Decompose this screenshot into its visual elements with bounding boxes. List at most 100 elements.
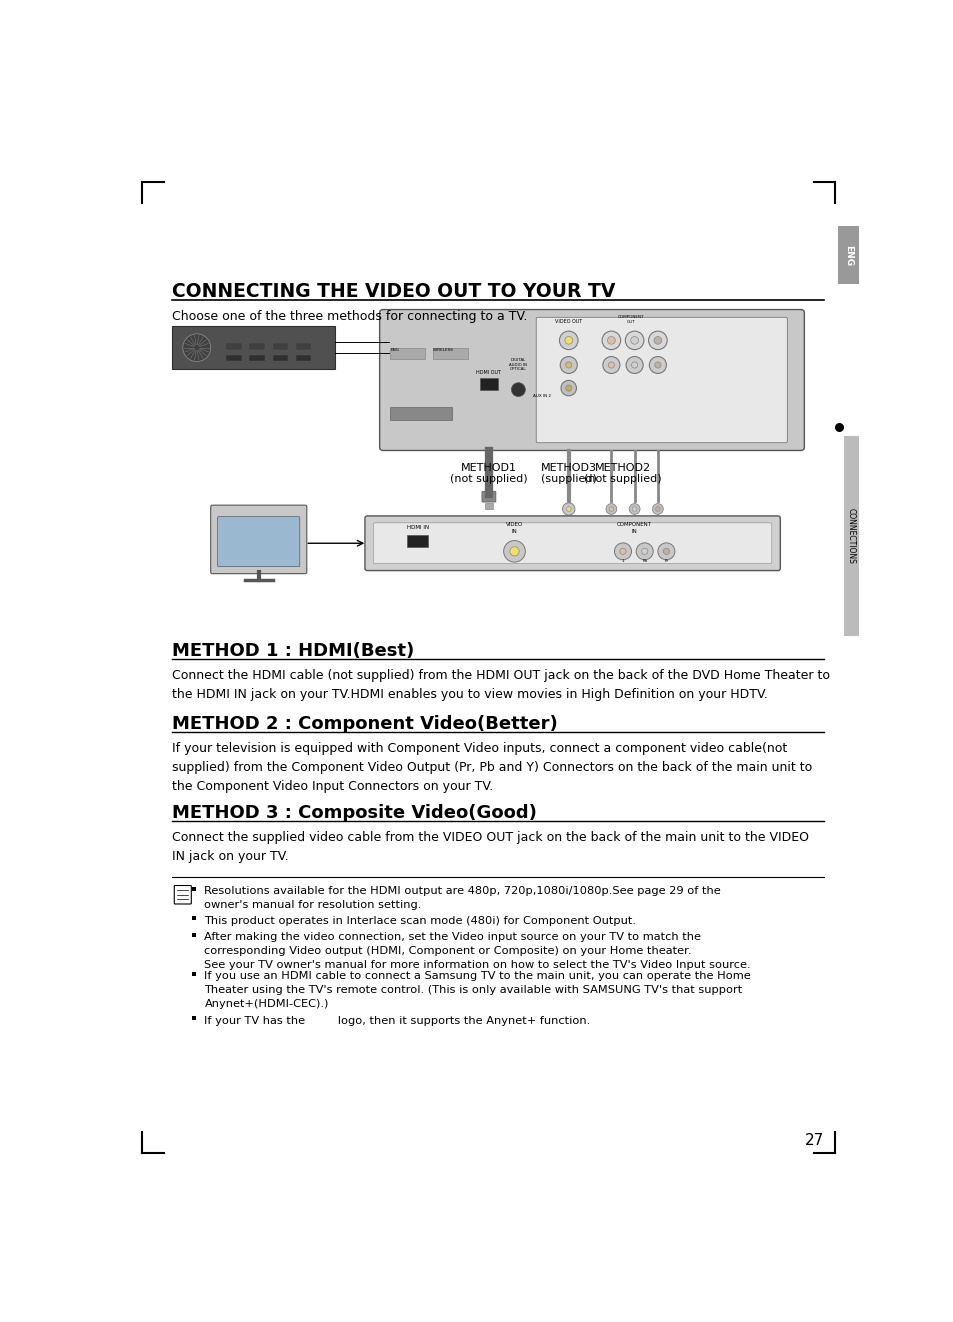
Text: AUX IN 2: AUX IN 2 (532, 394, 550, 398)
Text: METHOD3
(supplied): METHOD3 (supplied) (540, 463, 597, 484)
FancyBboxPatch shape (365, 516, 780, 571)
FancyBboxPatch shape (536, 317, 786, 443)
Text: VIDEO: VIDEO (505, 522, 522, 527)
Text: 27: 27 (804, 1133, 823, 1147)
Text: METHOD 3 : Composite Video(Good): METHOD 3 : Composite Video(Good) (172, 804, 537, 822)
Circle shape (655, 506, 659, 512)
Circle shape (649, 357, 666, 374)
Text: VIDEO OUT: VIDEO OUT (555, 319, 581, 324)
Bar (295, 356, 311, 361)
FancyBboxPatch shape (174, 886, 192, 904)
Text: If you use an HDMI cable to connect a Samsung TV to the main unit, you can opera: If you use an HDMI cable to connect a Sa… (204, 970, 750, 1009)
Text: Resolutions available for the HDMI output are 480p, 720p,1080i/1080p.See page 29: Resolutions available for the HDMI outpu… (204, 886, 720, 911)
Text: If your television is equipped with Component Video inputs, connect a component : If your television is equipped with Comp… (172, 742, 811, 793)
Circle shape (509, 547, 518, 557)
Text: Pb: Pb (641, 559, 646, 563)
Bar (226, 356, 241, 361)
Text: ENG: ENG (390, 348, 399, 352)
FancyBboxPatch shape (481, 492, 496, 502)
Text: Choose one of the three methods for connecting to a TV.: Choose one of the three methods for conn… (172, 311, 527, 324)
Text: IN: IN (511, 529, 517, 534)
FancyBboxPatch shape (479, 378, 497, 390)
Circle shape (560, 381, 576, 395)
Text: After making the video connection, set the Video input source on your TV to matc: After making the video connection, set t… (204, 932, 750, 970)
Text: WIRELESS: WIRELESS (433, 348, 454, 352)
Circle shape (619, 549, 625, 554)
FancyBboxPatch shape (484, 502, 493, 509)
Circle shape (602, 357, 619, 374)
Bar (838, 226, 858, 284)
Bar (192, 887, 195, 891)
FancyBboxPatch shape (379, 309, 803, 451)
FancyBboxPatch shape (373, 522, 771, 563)
Bar (433, 348, 468, 358)
Text: HDMI OUT: HDMI OUT (476, 370, 501, 375)
Circle shape (648, 330, 666, 349)
Circle shape (562, 502, 575, 516)
Text: If your TV has the         logo, then it supports the Anynet+ function.: If your TV has the logo, then it support… (204, 1015, 590, 1026)
Circle shape (662, 549, 669, 554)
Text: DIGITAL
AUDIO IN
OPTICAL: DIGITAL AUDIO IN OPTICAL (509, 358, 527, 371)
Circle shape (608, 362, 614, 368)
Bar (390, 407, 452, 420)
Circle shape (503, 541, 525, 562)
Bar (843, 436, 858, 636)
Bar (226, 344, 241, 349)
Circle shape (565, 385, 571, 391)
Bar (390, 348, 425, 358)
Text: COMPONENT: COMPONENT (617, 522, 652, 527)
Text: METHOD 1 : HDMI(Best): METHOD 1 : HDMI(Best) (172, 642, 414, 660)
Text: ENG: ENG (843, 245, 852, 266)
Circle shape (183, 334, 211, 361)
Circle shape (632, 506, 637, 512)
Text: COMPONENT
OUT: COMPONENT OUT (617, 315, 643, 324)
Circle shape (629, 504, 639, 514)
Text: Connect the HDMI cable (not supplied) from the HDMI OUT jack on the back of the : Connect the HDMI cable (not supplied) fr… (172, 669, 829, 701)
Bar (273, 344, 288, 349)
Text: 1: 1 (621, 559, 623, 563)
Circle shape (614, 543, 631, 559)
Circle shape (558, 330, 578, 349)
Circle shape (608, 506, 613, 512)
Circle shape (658, 543, 674, 559)
Circle shape (654, 337, 661, 344)
Text: This product operates in Interlace scan mode (480i) for Component Output.: This product operates in Interlace scan … (204, 916, 636, 925)
Circle shape (630, 337, 638, 344)
Circle shape (565, 362, 571, 368)
Circle shape (607, 337, 615, 344)
Bar (249, 356, 265, 361)
Point (831, 416, 846, 438)
Circle shape (511, 382, 525, 397)
Text: CONNECTIONS: CONNECTIONS (846, 508, 855, 564)
Circle shape (652, 504, 662, 514)
Circle shape (564, 337, 572, 344)
Text: CONNECTING THE VIDEO OUT TO YOUR TV: CONNECTING THE VIDEO OUT TO YOUR TV (172, 282, 615, 301)
Circle shape (559, 357, 577, 374)
Circle shape (566, 506, 571, 512)
Circle shape (605, 504, 617, 514)
Circle shape (641, 549, 647, 554)
Circle shape (624, 330, 643, 349)
Bar (192, 1017, 195, 1021)
Bar (192, 972, 195, 976)
Bar (249, 344, 265, 349)
Text: METHOD1
(not supplied): METHOD1 (not supplied) (450, 463, 527, 484)
Bar (192, 916, 195, 920)
FancyBboxPatch shape (211, 505, 307, 574)
Circle shape (631, 362, 637, 368)
FancyBboxPatch shape (406, 535, 428, 547)
Text: Connect the supplied video cable from the VIDEO OUT jack on the back of the main: Connect the supplied video cable from th… (172, 830, 808, 863)
Circle shape (601, 330, 620, 349)
Bar (192, 933, 195, 937)
Text: METHOD2
(not supplied): METHOD2 (not supplied) (583, 463, 661, 484)
Bar (273, 356, 288, 361)
Text: HDMI IN: HDMI IN (406, 525, 428, 530)
Circle shape (636, 543, 653, 559)
FancyBboxPatch shape (172, 327, 335, 369)
Circle shape (654, 362, 660, 368)
Text: IN: IN (631, 529, 637, 534)
Text: Pr: Pr (663, 559, 668, 563)
Circle shape (625, 357, 642, 374)
FancyBboxPatch shape (217, 517, 299, 567)
Bar (295, 344, 311, 349)
